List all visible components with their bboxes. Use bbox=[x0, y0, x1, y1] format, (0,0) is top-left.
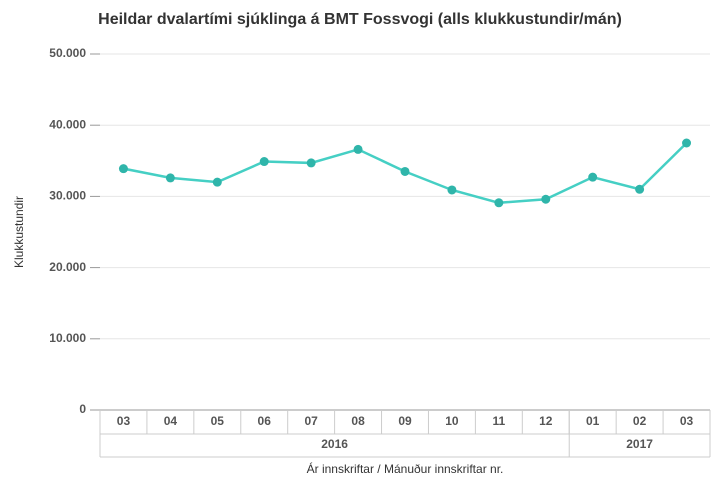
data-point bbox=[212, 177, 222, 187]
x-tick-label: 07 bbox=[304, 414, 318, 428]
data-point bbox=[118, 164, 128, 174]
x-tick-label: 04 bbox=[164, 414, 178, 428]
y-tick-label: 30.000 bbox=[49, 189, 86, 203]
y-tick-label: 40.000 bbox=[49, 117, 86, 131]
x-tick-label: 01 bbox=[586, 414, 600, 428]
data-point bbox=[353, 144, 363, 154]
data-point bbox=[400, 166, 410, 176]
data-point bbox=[635, 184, 645, 194]
data-point bbox=[165, 173, 175, 183]
x-tick-label: 02 bbox=[633, 414, 647, 428]
data-point bbox=[541, 194, 551, 204]
group-label: 2017 bbox=[626, 437, 653, 451]
y-tick-label: 10.000 bbox=[49, 331, 86, 345]
x-tick-label: 03 bbox=[680, 414, 694, 428]
x-tick-label: 06 bbox=[258, 414, 272, 428]
y-axis-label: Klukkustundir bbox=[12, 196, 26, 268]
y-tick-label: 20.000 bbox=[49, 260, 86, 274]
x-tick-label: 09 bbox=[398, 414, 412, 428]
data-point bbox=[682, 138, 692, 148]
data-point bbox=[259, 157, 269, 167]
x-tick-label: 10 bbox=[445, 414, 459, 428]
data-point bbox=[306, 158, 316, 168]
x-tick-label: 12 bbox=[539, 414, 553, 428]
y-tick-label: 50.000 bbox=[49, 46, 86, 60]
y-tick-label: 0 bbox=[79, 402, 86, 416]
x-tick-label: 05 bbox=[211, 414, 225, 428]
chart-title: Heildar dvalartími sjúklinga á BMT Fossv… bbox=[98, 11, 622, 28]
x-tick-label: 11 bbox=[493, 414, 506, 428]
data-point bbox=[588, 172, 598, 182]
data-point bbox=[494, 198, 504, 208]
x-axis-label: Ár innskriftar / Mánuður innskriftar nr. bbox=[307, 461, 504, 476]
x-tick-label: 08 bbox=[351, 414, 365, 428]
x-tick-label: 03 bbox=[117, 414, 131, 428]
data-point bbox=[447, 185, 457, 195]
group-label: 2016 bbox=[321, 437, 348, 451]
